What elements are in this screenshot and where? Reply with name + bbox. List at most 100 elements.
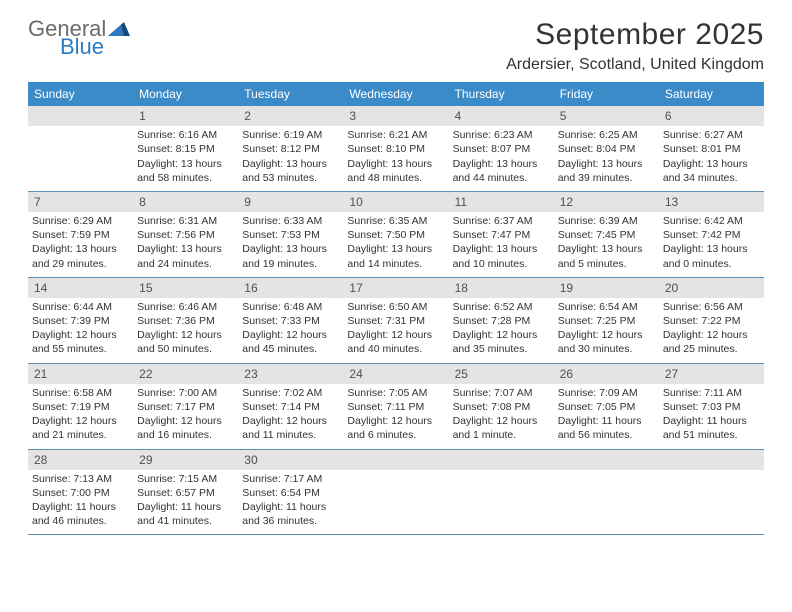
day-cell <box>28 106 133 191</box>
day-cell: 26Sunrise: 7:09 AMSunset: 7:05 PMDayligh… <box>554 364 659 449</box>
week-row: 21Sunrise: 6:58 AMSunset: 7:19 PMDayligh… <box>28 364 764 450</box>
day-cell: 3Sunrise: 6:21 AMSunset: 8:10 PMDaylight… <box>343 106 448 191</box>
day-number <box>554 450 659 470</box>
sunset-text: Sunset: 7:42 PM <box>663 228 760 242</box>
daylight-text: Daylight: 12 hours and 21 minutes. <box>32 414 129 442</box>
sunset-text: Sunset: 7:05 PM <box>558 400 655 414</box>
sunrise-text: Sunrise: 7:13 AM <box>32 472 129 486</box>
sunrise-text: Sunrise: 6:25 AM <box>558 128 655 142</box>
day-number: 6 <box>659 106 764 126</box>
daylight-text: Daylight: 13 hours and 48 minutes. <box>347 157 444 185</box>
daylight-text: Daylight: 11 hours and 46 minutes. <box>32 500 129 528</box>
sunset-text: Sunset: 7:47 PM <box>453 228 550 242</box>
daylight-text: Daylight: 12 hours and 25 minutes. <box>663 328 760 356</box>
sunset-text: Sunset: 7:19 PM <box>32 400 129 414</box>
day-info: Sunrise: 6:39 AMSunset: 7:45 PMDaylight:… <box>558 214 655 271</box>
day-cell <box>659 450 764 535</box>
day-number: 22 <box>133 364 238 384</box>
sunset-text: Sunset: 7:17 PM <box>137 400 234 414</box>
day-number: 9 <box>238 192 343 212</box>
day-info: Sunrise: 7:05 AMSunset: 7:11 PMDaylight:… <box>347 386 444 443</box>
day-info: Sunrise: 6:48 AMSunset: 7:33 PMDaylight:… <box>242 300 339 357</box>
day-cell: 16Sunrise: 6:48 AMSunset: 7:33 PMDayligh… <box>238 278 343 363</box>
daylight-text: Daylight: 11 hours and 51 minutes. <box>663 414 760 442</box>
sunset-text: Sunset: 8:15 PM <box>137 142 234 156</box>
day-number: 28 <box>28 450 133 470</box>
daylight-text: Daylight: 11 hours and 36 minutes. <box>242 500 339 528</box>
day-cell: 17Sunrise: 6:50 AMSunset: 7:31 PMDayligh… <box>343 278 448 363</box>
location: Ardersier, Scotland, United Kingdom <box>506 56 764 74</box>
day-info: Sunrise: 6:58 AMSunset: 7:19 PMDaylight:… <box>32 386 129 443</box>
sunrise-text: Sunrise: 6:16 AM <box>137 128 234 142</box>
day-info: Sunrise: 6:29 AMSunset: 7:59 PMDaylight:… <box>32 214 129 271</box>
sunrise-text: Sunrise: 6:48 AM <box>242 300 339 314</box>
logo: General Blue <box>28 18 130 58</box>
sunset-text: Sunset: 7:33 PM <box>242 314 339 328</box>
day-cell: 19Sunrise: 6:54 AMSunset: 7:25 PMDayligh… <box>554 278 659 363</box>
day-cell: 6Sunrise: 6:27 AMSunset: 8:01 PMDaylight… <box>659 106 764 191</box>
sunrise-text: Sunrise: 6:33 AM <box>242 214 339 228</box>
daylight-text: Daylight: 13 hours and 19 minutes. <box>242 242 339 270</box>
daylight-text: Daylight: 12 hours and 55 minutes. <box>32 328 129 356</box>
sunrise-text: Sunrise: 7:11 AM <box>663 386 760 400</box>
day-cell: 5Sunrise: 6:25 AMSunset: 8:04 PMDaylight… <box>554 106 659 191</box>
day-number: 10 <box>343 192 448 212</box>
day-info: Sunrise: 6:19 AMSunset: 8:12 PMDaylight:… <box>242 128 339 185</box>
day-number: 29 <box>133 450 238 470</box>
day-info: Sunrise: 7:17 AMSunset: 6:54 PMDaylight:… <box>242 472 339 529</box>
day-cell: 9Sunrise: 6:33 AMSunset: 7:53 PMDaylight… <box>238 192 343 277</box>
sunset-text: Sunset: 7:14 PM <box>242 400 339 414</box>
weekday-header-row: Sunday Monday Tuesday Wednesday Thursday… <box>28 82 764 106</box>
day-number: 12 <box>554 192 659 212</box>
sunset-text: Sunset: 7:50 PM <box>347 228 444 242</box>
sunrise-text: Sunrise: 6:35 AM <box>347 214 444 228</box>
day-cell: 28 Sunrise: 7:13 AMSunset: 7:00 PMDayligh… <box>28 450 133 535</box>
day-info: Sunrise: 6:44 AMSunset: 7:39 PMDaylight:… <box>32 300 129 357</box>
week-row: 1Sunrise: 6:16 AMSunset: 8:15 PMDaylight… <box>28 106 764 192</box>
day-number: 26 <box>554 364 659 384</box>
day-cell: 24Sunrise: 7:05 AMSunset: 7:11 PMDayligh… <box>343 364 448 449</box>
day-info: Sunrise: 6:23 AMSunset: 8:07 PMDaylight:… <box>453 128 550 185</box>
daylight-text: Daylight: 13 hours and 24 minutes. <box>137 242 234 270</box>
sunrise-text: Sunrise: 6:44 AM <box>32 300 129 314</box>
day-cell <box>554 450 659 535</box>
day-number: 11 <box>449 192 554 212</box>
sunrise-text: Sunrise: 6:52 AM <box>453 300 550 314</box>
day-info: Sunrise: 7:11 AMSunset: 7:03 PMDaylight:… <box>663 386 760 443</box>
day-info: Sunrise: 6:54 AMSunset: 7:25 PMDaylight:… <box>558 300 655 357</box>
day-info: Sunrise: 6:16 AMSunset: 8:15 PMDaylight:… <box>137 128 234 185</box>
sunset-text: Sunset: 8:04 PM <box>558 142 655 156</box>
week-row: 7Sunrise: 6:29 AMSunset: 7:59 PMDaylight… <box>28 192 764 278</box>
day-number <box>449 450 554 470</box>
day-number: 21 <box>28 364 133 384</box>
day-number: 25 <box>449 364 554 384</box>
calendar-grid: Sunday Monday Tuesday Wednesday Thursday… <box>28 82 764 535</box>
daylight-text: Daylight: 13 hours and 58 minutes. <box>137 157 234 185</box>
weekday-header: Friday <box>554 82 659 106</box>
day-number: 27 <box>659 364 764 384</box>
day-number: 30 <box>238 450 343 470</box>
header-row: General Blue September 2025 Ardersier, S… <box>28 18 764 74</box>
sunrise-text: Sunrise: 7:05 AM <box>347 386 444 400</box>
sunrise-text: Sunrise: 6:19 AM <box>242 128 339 142</box>
weekday-header: Thursday <box>449 82 554 106</box>
daylight-text: Daylight: 11 hours and 56 minutes. <box>558 414 655 442</box>
day-info: Sunrise: 6:31 AMSunset: 7:56 PMDaylight:… <box>137 214 234 271</box>
daylight-text: Daylight: 12 hours and 6 minutes. <box>347 414 444 442</box>
day-info: Sunrise: 6:33 AMSunset: 7:53 PMDaylight:… <box>242 214 339 271</box>
logo-text-blue: Blue <box>60 36 130 58</box>
day-cell: 27Sunrise: 7:11 AMSunset: 7:03 PMDayligh… <box>659 364 764 449</box>
day-info: Sunrise: 6:25 AMSunset: 8:04 PMDaylight:… <box>558 128 655 185</box>
sunset-text: Sunset: 7:08 PM <box>453 400 550 414</box>
day-number: 1 <box>133 106 238 126</box>
sunset-text: Sunset: 8:01 PM <box>663 142 760 156</box>
day-cell: 22Sunrise: 7:00 AMSunset: 7:17 PMDayligh… <box>133 364 238 449</box>
sunset-text: Sunset: 8:07 PM <box>453 142 550 156</box>
sunset-text: Sunset: 7:00 PM <box>32 486 129 500</box>
day-number: 3 <box>343 106 448 126</box>
day-cell: 11Sunrise: 6:37 AMSunset: 7:47 PMDayligh… <box>449 192 554 277</box>
day-number: 16 <box>238 278 343 298</box>
sunrise-text: Sunrise: 6:29 AM <box>32 214 129 228</box>
day-number: 18 <box>449 278 554 298</box>
daylight-text: Daylight: 12 hours and 11 minutes. <box>242 414 339 442</box>
